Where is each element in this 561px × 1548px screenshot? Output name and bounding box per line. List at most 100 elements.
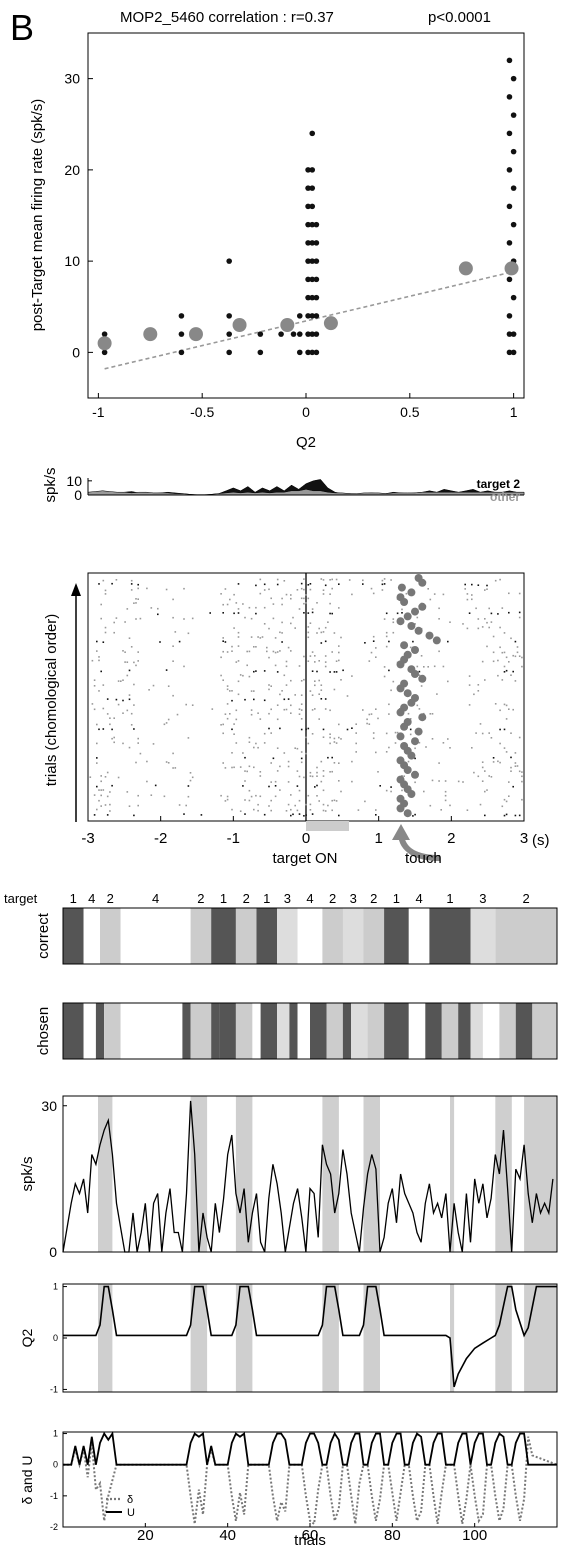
- raster-spike: [351, 675, 353, 677]
- raster-spike: [165, 761, 168, 763]
- raster-spike: [481, 626, 484, 628]
- raster-spike: [104, 776, 107, 778]
- raster-spike: [484, 618, 486, 620]
- raster-spike: [248, 606, 251, 609]
- raster-spike: [126, 709, 129, 712]
- raster-spike: [320, 760, 323, 763]
- raster-spike: [329, 733, 331, 735]
- scatter-point: [305, 276, 311, 283]
- raster-spike: [244, 616, 246, 619]
- raster-spike: [338, 780, 340, 782]
- raster-spike: [211, 708, 214, 710]
- raster-spike: [438, 618, 440, 620]
- raster-spike: [475, 732, 477, 734]
- raster-spike: [322, 728, 325, 731]
- raster-spike: [503, 728, 506, 731]
- raster-spike: [333, 671, 336, 673]
- scatter-point: [226, 258, 232, 264]
- raster-spike: [237, 645, 240, 647]
- raster-spike: [420, 655, 423, 657]
- raster-spike: [233, 593, 235, 596]
- raster-spike: [231, 650, 233, 652]
- scatter-point: [305, 313, 311, 319]
- raster-spike: [98, 789, 100, 791]
- raster-spike: [505, 669, 508, 672]
- scatter-mean-point: [323, 316, 338, 331]
- raster-spike: [388, 703, 390, 706]
- du-y-tick-label: 0: [53, 1460, 58, 1470]
- chosen-row-label: chosen: [35, 1007, 52, 1055]
- raster-spike: [237, 680, 240, 683]
- raster-spike: [392, 680, 395, 683]
- scatter-point: [309, 294, 316, 301]
- raster-spike: [490, 621, 493, 623]
- raster-spike: [396, 612, 399, 615]
- raster-spike: [96, 762, 98, 764]
- raster-spike: [503, 665, 506, 668]
- raster-touch-point: [411, 670, 419, 678]
- raster-spike: [159, 641, 161, 643]
- raster-spike: [383, 583, 386, 585]
- raster-spike: [268, 588, 270, 591]
- raster-spike: [137, 794, 139, 797]
- raster-spike: [226, 795, 229, 798]
- raster-spike: [126, 661, 129, 663]
- raster-spike: [237, 631, 240, 634]
- raster-x-label: target ON: [272, 850, 337, 867]
- raster-spike: [322, 803, 325, 806]
- raster-spike: [189, 779, 192, 782]
- raster-spike: [305, 803, 307, 806]
- raster-spike: [503, 703, 506, 706]
- target-label: 1: [70, 891, 77, 906]
- correct-frame: [62, 907, 558, 965]
- raster-spike: [296, 809, 299, 812]
- raster-spike: [231, 808, 233, 811]
- scatter-point: [309, 203, 316, 210]
- raster-spike: [521, 780, 523, 783]
- correct-segment: [363, 908, 385, 964]
- raster-spike: [329, 593, 331, 595]
- raster-spike: [279, 765, 281, 768]
- scatter-mean-point: [97, 336, 112, 351]
- raster-spike: [285, 708, 288, 711]
- raster-spike: [165, 669, 168, 671]
- raster-spike: [394, 742, 397, 744]
- raster-spike: [331, 756, 333, 759]
- raster-touch-point: [400, 722, 409, 731]
- raster-spike: [300, 582, 303, 585]
- raster-spike: [242, 603, 244, 605]
- raster-spike: [329, 709, 331, 712]
- raster-spike: [102, 579, 105, 582]
- scatter-point: [305, 258, 311, 264]
- raster-spike: [224, 588, 227, 590]
- q2-shaded-band: [450, 1284, 455, 1392]
- raster-spike: [98, 690, 100, 692]
- chosen-segment: [310, 1003, 327, 1059]
- chosen-segment: [95, 1003, 105, 1059]
- raster-spike: [383, 666, 386, 668]
- raster-spike: [351, 727, 353, 729]
- raster-spike: [412, 640, 414, 643]
- raster-spike: [298, 713, 301, 715]
- raster-spike: [338, 583, 340, 585]
- raster-spike: [385, 789, 388, 792]
- raster-spike: [102, 789, 105, 791]
- raster-spike: [329, 771, 331, 773]
- raster-spike: [174, 767, 177, 769]
- raster-spike: [300, 587, 303, 590]
- raster-spike: [438, 607, 440, 610]
- rate-shaded-band: [98, 1096, 113, 1252]
- raster-spike: [300, 718, 303, 720]
- raster-spike: [423, 790, 425, 793]
- raster-spike: [481, 660, 484, 663]
- chosen-segment: [219, 1003, 236, 1059]
- raster-spike: [253, 698, 255, 701]
- raster-spike: [222, 603, 224, 606]
- raster-spike: [512, 670, 514, 673]
- raster-spike: [362, 709, 364, 711]
- q2-shaded-bands: [98, 1284, 557, 1392]
- raster-spike: [311, 608, 314, 610]
- raster-spike: [96, 757, 98, 759]
- q2-marks: [63, 1285, 557, 1388]
- raster-spike: [100, 780, 102, 783]
